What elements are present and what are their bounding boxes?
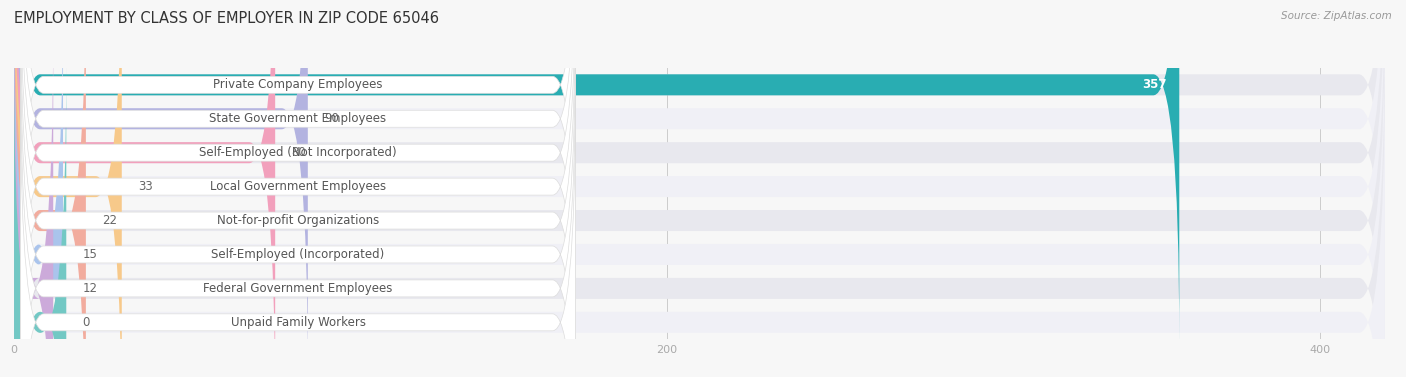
Text: Self-Employed (Incorporated): Self-Employed (Incorporated) — [211, 248, 385, 261]
Text: 33: 33 — [138, 180, 153, 193]
Text: State Government Employees: State Government Employees — [209, 112, 387, 125]
FancyBboxPatch shape — [14, 0, 1385, 377]
FancyBboxPatch shape — [21, 0, 575, 314]
FancyBboxPatch shape — [21, 0, 575, 348]
FancyBboxPatch shape — [14, 61, 1385, 377]
FancyBboxPatch shape — [14, 61, 66, 377]
FancyBboxPatch shape — [14, 0, 122, 377]
Text: Self-Employed (Not Incorporated): Self-Employed (Not Incorporated) — [200, 146, 396, 159]
FancyBboxPatch shape — [21, 0, 575, 377]
Text: 15: 15 — [83, 248, 97, 261]
Text: 90: 90 — [325, 112, 339, 125]
Text: 80: 80 — [291, 146, 307, 159]
FancyBboxPatch shape — [14, 0, 308, 377]
FancyBboxPatch shape — [14, 0, 1180, 346]
Text: EMPLOYMENT BY CLASS OF EMPLOYER IN ZIP CODE 65046: EMPLOYMENT BY CLASS OF EMPLOYER IN ZIP C… — [14, 11, 439, 26]
Text: 22: 22 — [103, 214, 117, 227]
Text: 357: 357 — [1142, 78, 1166, 91]
FancyBboxPatch shape — [14, 0, 276, 377]
Text: Source: ZipAtlas.com: Source: ZipAtlas.com — [1281, 11, 1392, 21]
FancyBboxPatch shape — [14, 28, 53, 377]
FancyBboxPatch shape — [21, 26, 575, 377]
Text: 12: 12 — [83, 282, 97, 295]
Text: Federal Government Employees: Federal Government Employees — [204, 282, 392, 295]
Text: 0: 0 — [83, 316, 90, 329]
Text: Unpaid Family Workers: Unpaid Family Workers — [231, 316, 366, 329]
FancyBboxPatch shape — [21, 0, 575, 377]
FancyBboxPatch shape — [14, 0, 86, 377]
FancyBboxPatch shape — [14, 0, 1385, 346]
FancyBboxPatch shape — [14, 28, 1385, 377]
FancyBboxPatch shape — [14, 0, 1385, 377]
FancyBboxPatch shape — [21, 60, 575, 377]
FancyBboxPatch shape — [14, 0, 1385, 377]
FancyBboxPatch shape — [14, 0, 63, 377]
FancyBboxPatch shape — [14, 0, 1385, 377]
FancyBboxPatch shape — [21, 0, 575, 377]
Text: Not-for-profit Organizations: Not-for-profit Organizations — [217, 214, 380, 227]
Text: Local Government Employees: Local Government Employees — [209, 180, 387, 193]
FancyBboxPatch shape — [14, 0, 1385, 377]
Text: Private Company Employees: Private Company Employees — [214, 78, 382, 91]
FancyBboxPatch shape — [21, 93, 575, 377]
